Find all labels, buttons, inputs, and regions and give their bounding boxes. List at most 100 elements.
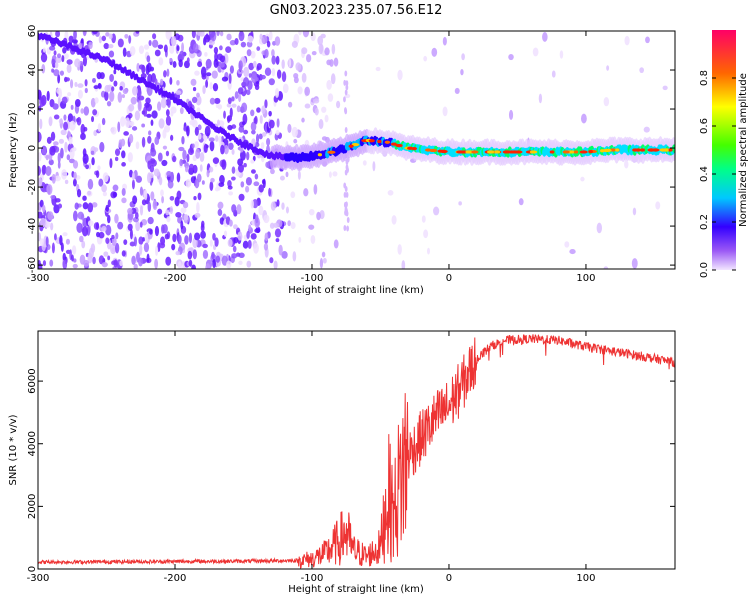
spectrogram-speckle (172, 61, 177, 68)
spectrogram-speckle (84, 79, 88, 87)
spectrogram-streak (346, 216, 350, 223)
spectrogram-speckle (158, 176, 163, 186)
spectrogram-speckle (274, 88, 280, 99)
spectrogram-speckle (59, 235, 63, 246)
spectrogram-speckle (53, 114, 60, 120)
spectrogram-speckle (76, 116, 82, 126)
spectrogram-speckle (215, 135, 219, 142)
spectrogram-speckle (144, 233, 149, 243)
spectrogram-speckle (217, 201, 224, 210)
spectrogram-speckle (180, 220, 184, 230)
spectrogram-speckle (91, 202, 98, 208)
spectrogram-speckle (132, 195, 138, 205)
spectrogram-streak (344, 209, 347, 216)
spectrogram-hotspot (510, 150, 519, 154)
spectrogram-speckle (324, 114, 329, 123)
spectrogram-speckle (274, 36, 281, 46)
spectrogram-speckle (301, 72, 307, 83)
spectrogram-speckle (177, 234, 182, 245)
spectrogram-speckle (250, 121, 257, 132)
spectrogram-speckle (264, 48, 269, 58)
colorbar-tick-label: 0.4 (699, 166, 710, 182)
spectrogram-speckle (196, 92, 200, 98)
snr-xtick-label: -100 (301, 573, 324, 584)
spectrogram-speckle (175, 212, 182, 218)
spectrogram-speckle (109, 74, 114, 82)
spectrogram-speckle (240, 41, 247, 48)
spectrogram-hotspot (562, 150, 570, 154)
spectrogram-speckle (276, 199, 280, 207)
spectrogram-speckle (67, 92, 72, 97)
spectrogram-speckle (66, 59, 73, 65)
spectrogram-speckle (73, 210, 78, 222)
spectrogram-speckle (129, 46, 136, 56)
spectrogram-speckle (80, 38, 84, 44)
spectrogram-speckle (199, 31, 205, 37)
spectrogram-streak (343, 191, 347, 198)
spectrogram-speckle (160, 97, 167, 109)
spectrogram-speckle (146, 62, 152, 73)
spectrogram-speckle (95, 170, 100, 179)
spectrogram-speckle (38, 211, 43, 219)
spectrogram-speckle (46, 184, 53, 195)
spectrogram-ytick-label: -20 (27, 179, 38, 195)
spectrogram-speckle (56, 53, 62, 59)
spectrogram-speckle (80, 123, 86, 135)
spectrogram-speckle (178, 146, 185, 152)
spectrogram-speckle (87, 190, 92, 196)
spectrogram-speckle (170, 111, 174, 117)
spectrogram-speckle (69, 79, 74, 89)
spectrogram-speckle (211, 251, 215, 260)
spectrogram-speckle (101, 261, 108, 268)
spectrogram-speckle (276, 118, 280, 128)
spectrogram-speckle (215, 103, 219, 108)
spectrogram-speckle (246, 260, 252, 268)
spectrogram-speckle (194, 178, 200, 189)
spectrogram-speckle (250, 199, 254, 209)
spectrogram-speckle (236, 204, 242, 215)
spectrogram-speckle (69, 120, 76, 131)
spectrogram-speckle (154, 225, 160, 237)
spectrogram-speckle (81, 240, 86, 249)
spectrogram-hotspot (503, 150, 512, 154)
spectrogram-speckle (112, 191, 118, 198)
spectrogram-speckle (172, 155, 177, 163)
spectrogram-speckle (137, 95, 145, 101)
spectrogram-speckle (195, 95, 202, 106)
spectrogram-speckle (264, 232, 269, 242)
spectrogram-speckle (164, 233, 169, 240)
spectrogram-speckle (117, 38, 124, 48)
spectrogram-speckle (442, 36, 447, 46)
spectrogram-streak (346, 167, 349, 174)
spectrogram-speckle (234, 38, 239, 46)
spectrogram-speckle (196, 201, 200, 213)
spectrogram-speckle (92, 31, 98, 35)
spectrogram-speckle (157, 101, 162, 111)
spectrogram-speckle (98, 255, 105, 265)
spectrogram-speckle (95, 231, 100, 238)
spectrogram-speckle (38, 152, 42, 162)
spectrogram-speckle (55, 56, 62, 64)
spectrogram-speckle (129, 241, 136, 247)
spectrogram-speckle (38, 105, 42, 112)
spectrogram-speckle (66, 154, 71, 161)
spectrogram-speckle (71, 245, 77, 255)
spectrogram-speckle (285, 171, 289, 178)
spectrogram-speckle (53, 69, 60, 77)
spectrogram-speckle (243, 163, 247, 168)
spectrogram-speckle (245, 176, 252, 186)
spectrogram-speckle (251, 129, 256, 135)
spectrogram-speckle (311, 51, 317, 56)
spectrogram-speckle (326, 79, 332, 90)
spectrogram-speckle (146, 113, 152, 118)
spectrogram-speckle (72, 160, 79, 169)
spectrogram-speckle (295, 62, 302, 71)
spectrogram-speckle (287, 123, 292, 133)
spectrogram-streak (345, 201, 348, 208)
spectrogram-speckle (101, 117, 106, 126)
spectrogram-speckle (165, 209, 170, 216)
spectrogram-hotspot (640, 148, 646, 152)
spectrogram-speckle (149, 164, 155, 173)
spectrogram-speckle (314, 107, 319, 116)
spectrogram-speckle (213, 58, 219, 69)
